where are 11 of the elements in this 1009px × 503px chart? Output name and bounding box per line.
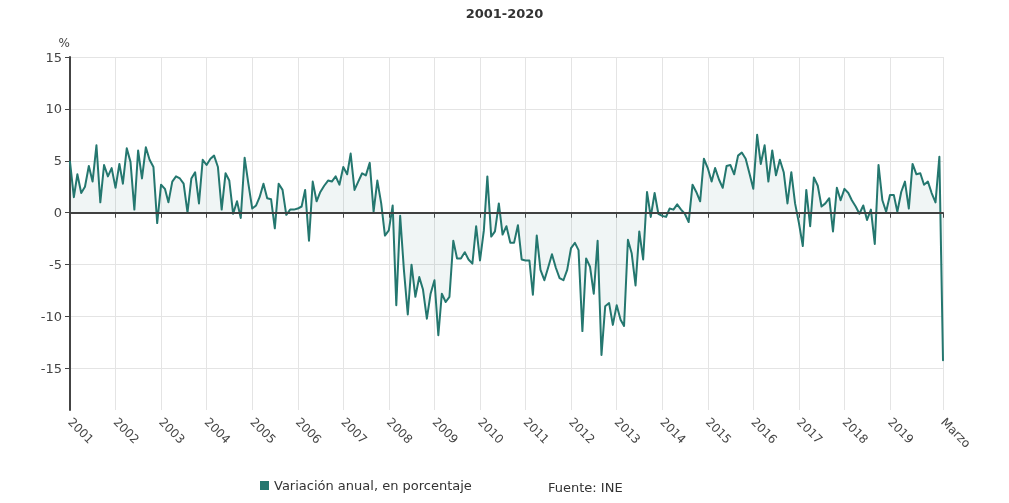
chart-title: 2001-2020 [465, 6, 544, 21]
y-tick-label: -15 [40, 360, 62, 376]
y-tick-label: -10 [40, 309, 62, 325]
legend-label: Variación anual, en porcentaje [274, 478, 472, 493]
y-tick-label: 0 [53, 205, 62, 221]
y-axis-title: % [58, 36, 70, 50]
y-tick-label: 5 [53, 153, 62, 169]
y-tick-label: 10 [45, 101, 62, 117]
y-tick-label: 15 [45, 49, 62, 65]
source-note: Fuente: INE [548, 480, 623, 495]
y-tick-label: -5 [49, 257, 62, 273]
